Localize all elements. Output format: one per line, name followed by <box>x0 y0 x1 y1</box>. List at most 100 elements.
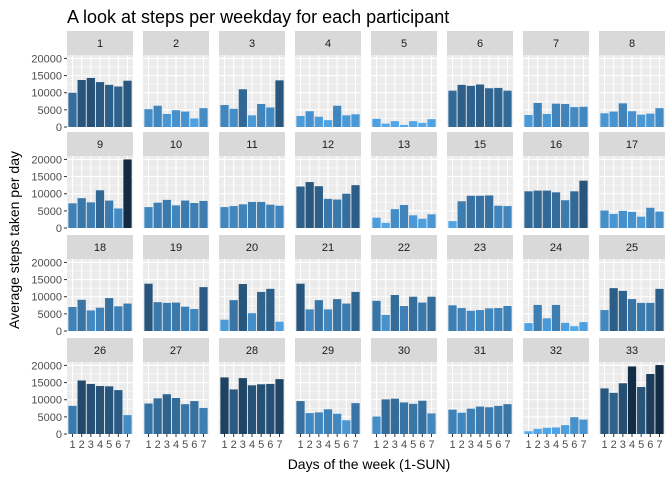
facet-label: 10 <box>170 139 182 151</box>
facet-label: 6 <box>477 38 483 50</box>
facet-panel-24: 24 <box>523 235 589 332</box>
bar <box>503 90 512 127</box>
x-axis-title: Days of the week (1-SUN) <box>288 456 451 472</box>
bar <box>314 186 323 228</box>
facet-panel-30: 30 1 2 3 4 5 6 7 <box>371 338 437 451</box>
x-tick-label: 5 <box>486 439 492 451</box>
bar <box>238 284 247 331</box>
bar <box>105 386 114 434</box>
x-tick-label: 1 <box>221 439 227 451</box>
bar <box>162 113 171 127</box>
y-tick-label: 5000 <box>38 105 62 117</box>
bar <box>618 210 627 228</box>
bar <box>123 80 132 127</box>
bar <box>68 92 77 127</box>
chart-title: A look at steps per weekday for each par… <box>67 7 449 27</box>
bar <box>171 205 181 228</box>
x-tick-label: 6 <box>191 439 197 451</box>
facet-strip <box>143 31 209 55</box>
bar <box>561 104 570 127</box>
bar <box>171 110 181 127</box>
bar <box>533 190 542 228</box>
bar <box>457 412 466 434</box>
y-tick-label: 5000 <box>38 309 62 321</box>
bar <box>351 114 360 127</box>
x-tick-label: 6 <box>647 439 653 451</box>
bar <box>646 374 655 434</box>
bar <box>475 310 485 331</box>
bar <box>342 193 351 228</box>
bar <box>95 82 105 127</box>
y-tick-label: 0 <box>56 429 62 441</box>
x-tick-label: 3 <box>392 439 398 451</box>
bar <box>579 419 588 434</box>
facet-label: 22 <box>398 242 410 254</box>
facet-label: 24 <box>550 242 562 254</box>
bar <box>399 402 409 434</box>
facet-label: 30 <box>398 345 410 357</box>
facet-strip <box>599 235 665 259</box>
facet-strip <box>67 235 133 259</box>
facet-panel-11: 11 <box>219 132 285 229</box>
bar <box>123 159 132 228</box>
x-tick-label: 1 <box>297 439 303 451</box>
bar <box>448 409 457 434</box>
facet-panel-26: 26 0 5000 10000 15000 20000 1 2 3 4 5 6 7 <box>31 338 133 451</box>
bar <box>570 326 579 331</box>
bar <box>551 103 561 127</box>
facet-panel-23: 23 <box>447 235 513 332</box>
x-tick-label: 1 <box>373 439 379 451</box>
bar <box>600 310 609 331</box>
facet-panel-32: 32 1 2 3 4 5 6 7 <box>523 338 589 451</box>
bar <box>220 105 229 127</box>
bar <box>68 405 77 434</box>
bar <box>570 191 579 228</box>
bar <box>181 404 190 434</box>
facet-label: 1 <box>97 38 103 50</box>
y-tick-label: 5000 <box>38 206 62 218</box>
x-tick-label: 1 <box>145 439 151 451</box>
facet-label: 16 <box>550 139 562 151</box>
bar <box>381 399 390 434</box>
y-tick-label: 10000 <box>31 189 62 201</box>
y-axis-title: Average steps taken per day <box>6 151 22 329</box>
bar <box>561 322 570 331</box>
bar <box>323 120 333 127</box>
facet-panel-21: 21 <box>295 235 361 332</box>
bar <box>342 303 351 331</box>
bar <box>381 123 390 127</box>
bar <box>323 198 333 228</box>
y-tick-label: 10000 <box>31 88 62 100</box>
bar <box>114 208 123 228</box>
bar <box>275 321 284 331</box>
x-tick-label: 3 <box>544 439 550 451</box>
y-tick-label: 10000 <box>31 292 62 304</box>
facet-label: 29 <box>322 345 334 357</box>
bar <box>524 191 533 228</box>
bar <box>533 103 542 127</box>
facet-panel-18: 18 0 5000 10000 15000 20000 <box>31 235 133 338</box>
bar <box>266 383 275 434</box>
bar <box>333 199 342 228</box>
bar <box>655 211 664 228</box>
bar <box>296 186 305 228</box>
bar <box>351 403 360 434</box>
bar <box>485 88 494 127</box>
facet-panel-16: 16 <box>523 132 589 229</box>
facet-strip <box>295 132 361 156</box>
facet-strip <box>295 31 361 55</box>
bar <box>199 200 208 228</box>
x-tick-label: 2 <box>155 439 161 451</box>
bar <box>418 122 427 127</box>
facet-strip <box>447 132 513 156</box>
x-tick-label: 7 <box>428 439 434 451</box>
bar <box>266 204 275 228</box>
facet-label: 19 <box>170 242 182 254</box>
bar <box>579 322 588 331</box>
x-tick-label: 2 <box>79 439 85 451</box>
bar <box>105 298 114 331</box>
bar <box>162 394 171 434</box>
x-tick-label: 3 <box>620 439 626 451</box>
bar <box>409 121 418 127</box>
facet-panel-3: 3 <box>219 31 285 128</box>
